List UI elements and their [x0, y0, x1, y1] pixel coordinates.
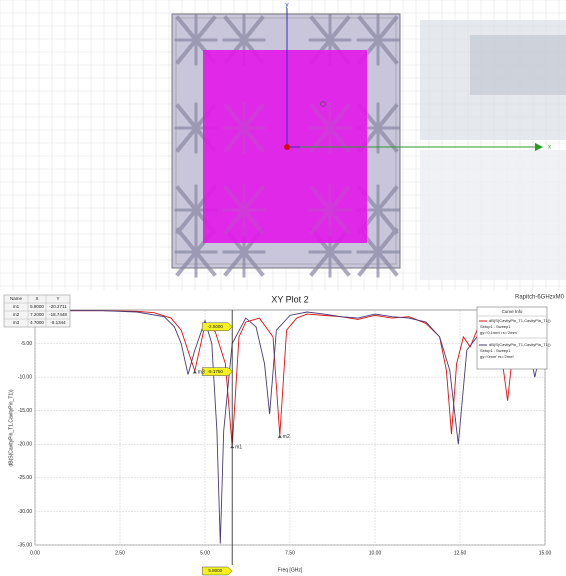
table-header: Y — [56, 296, 59, 301]
y-tick-label: -5.00 — [21, 341, 33, 347]
screenshot: y x XY Plot 2 Rapitch-6GHzxM0 Freq [GHz]… — [0, 0, 566, 576]
x-tick-label: 15.00 — [539, 550, 552, 556]
marker-label: m2 — [283, 434, 290, 440]
x-tick-label: 10.00 — [369, 550, 382, 556]
table-cell: 4.7000 — [30, 320, 44, 325]
table-header: X — [35, 296, 38, 301]
marker-label: m1 — [235, 444, 242, 450]
axis-label: y — [286, 3, 289, 9]
legend-params: gy='0mm' rs='2mm' — [480, 354, 514, 359]
y-tick-label: -20.00 — [18, 442, 32, 448]
y-tick-label: -30.00 — [18, 509, 32, 515]
legend-setup: Setup1 : Sweep1 — [480, 324, 511, 329]
background-blur — [420, 150, 566, 280]
marker-label: m3 — [198, 370, 205, 376]
y-tick-label: -25.00 — [18, 475, 32, 481]
y-tick-label: -15.00 — [18, 408, 32, 414]
y-tick-label: -10.00 — [18, 374, 32, 380]
table-cell: m1 — [13, 304, 20, 309]
chart-subtitle: Rapitch-6GHzxM0 — [515, 295, 565, 301]
xy-plot: XY Plot 2 Rapitch-6GHzxM0 Freq [GHz] dB(… — [0, 290, 566, 576]
table-cell: m2 — [13, 312, 20, 317]
legend-params: gy='0.1mm' rs='2mm' — [480, 330, 518, 335]
background-blur — [470, 35, 566, 95]
chart-title: XY Plot 2 — [271, 294, 308, 304]
x-tick-label: 0.00 — [30, 550, 40, 556]
x-tick-label: 7.50 — [285, 550, 295, 556]
table-cell: m3 — [13, 320, 20, 325]
x-tick-label: 5.00 — [200, 550, 210, 556]
table-header: Name — [10, 296, 23, 301]
x-tick-label: 12.50 — [454, 550, 467, 556]
table-cell: -9.1344 — [50, 320, 66, 325]
cursor-tag-label: -9.1750 — [208, 369, 224, 374]
axis-label: x — [548, 145, 551, 151]
legend-setup: Setup1 : Sweep1 — [480, 348, 511, 353]
model-view: y x — [0, 0, 566, 290]
origin — [284, 144, 290, 150]
x-axis-label: Freq [GHz] — [278, 567, 303, 573]
table-cell: -18.7448 — [49, 312, 67, 317]
table-cell: 5.8000 — [30, 304, 44, 309]
table-cell: -20.2711 — [49, 304, 67, 309]
x-tick-label: 2.50 — [115, 550, 125, 556]
cursor-tag-label: -2.5000 — [208, 324, 224, 329]
y-tick-label: -35.00 — [18, 542, 32, 548]
cursor-tag-label: 5.8000 — [208, 568, 222, 573]
legend-title: Curve Info — [502, 309, 523, 314]
table-cell: 7.2000 — [30, 312, 44, 317]
legend-label: dB(S(CavityPin_T1,CavityPin_T1)) — [489, 318, 551, 323]
y-axis-label: dB(S(CavityPin_T1,CavityPin_T1)) — [8, 389, 14, 466]
legend-label: dB(S(CavityPin_T1,CavityPin_T1)) — [489, 342, 551, 347]
